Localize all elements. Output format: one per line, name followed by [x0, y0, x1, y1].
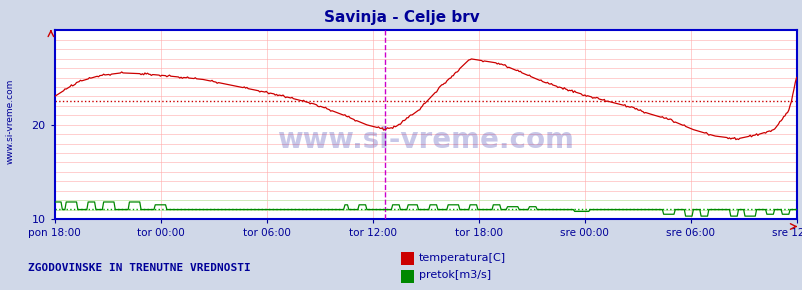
Text: www.si-vreme.com: www.si-vreme.com: [5, 79, 14, 164]
Text: www.si-vreme.com: www.si-vreme.com: [277, 126, 573, 154]
Text: Savinja - Celje brv: Savinja - Celje brv: [323, 10, 479, 25]
Text: pretok[m3/s]: pretok[m3/s]: [419, 271, 491, 280]
Text: temperatura[C]: temperatura[C]: [419, 253, 505, 263]
Text: ZGODOVINSKE IN TRENUTNE VREDNOSTI: ZGODOVINSKE IN TRENUTNE VREDNOSTI: [28, 263, 250, 273]
